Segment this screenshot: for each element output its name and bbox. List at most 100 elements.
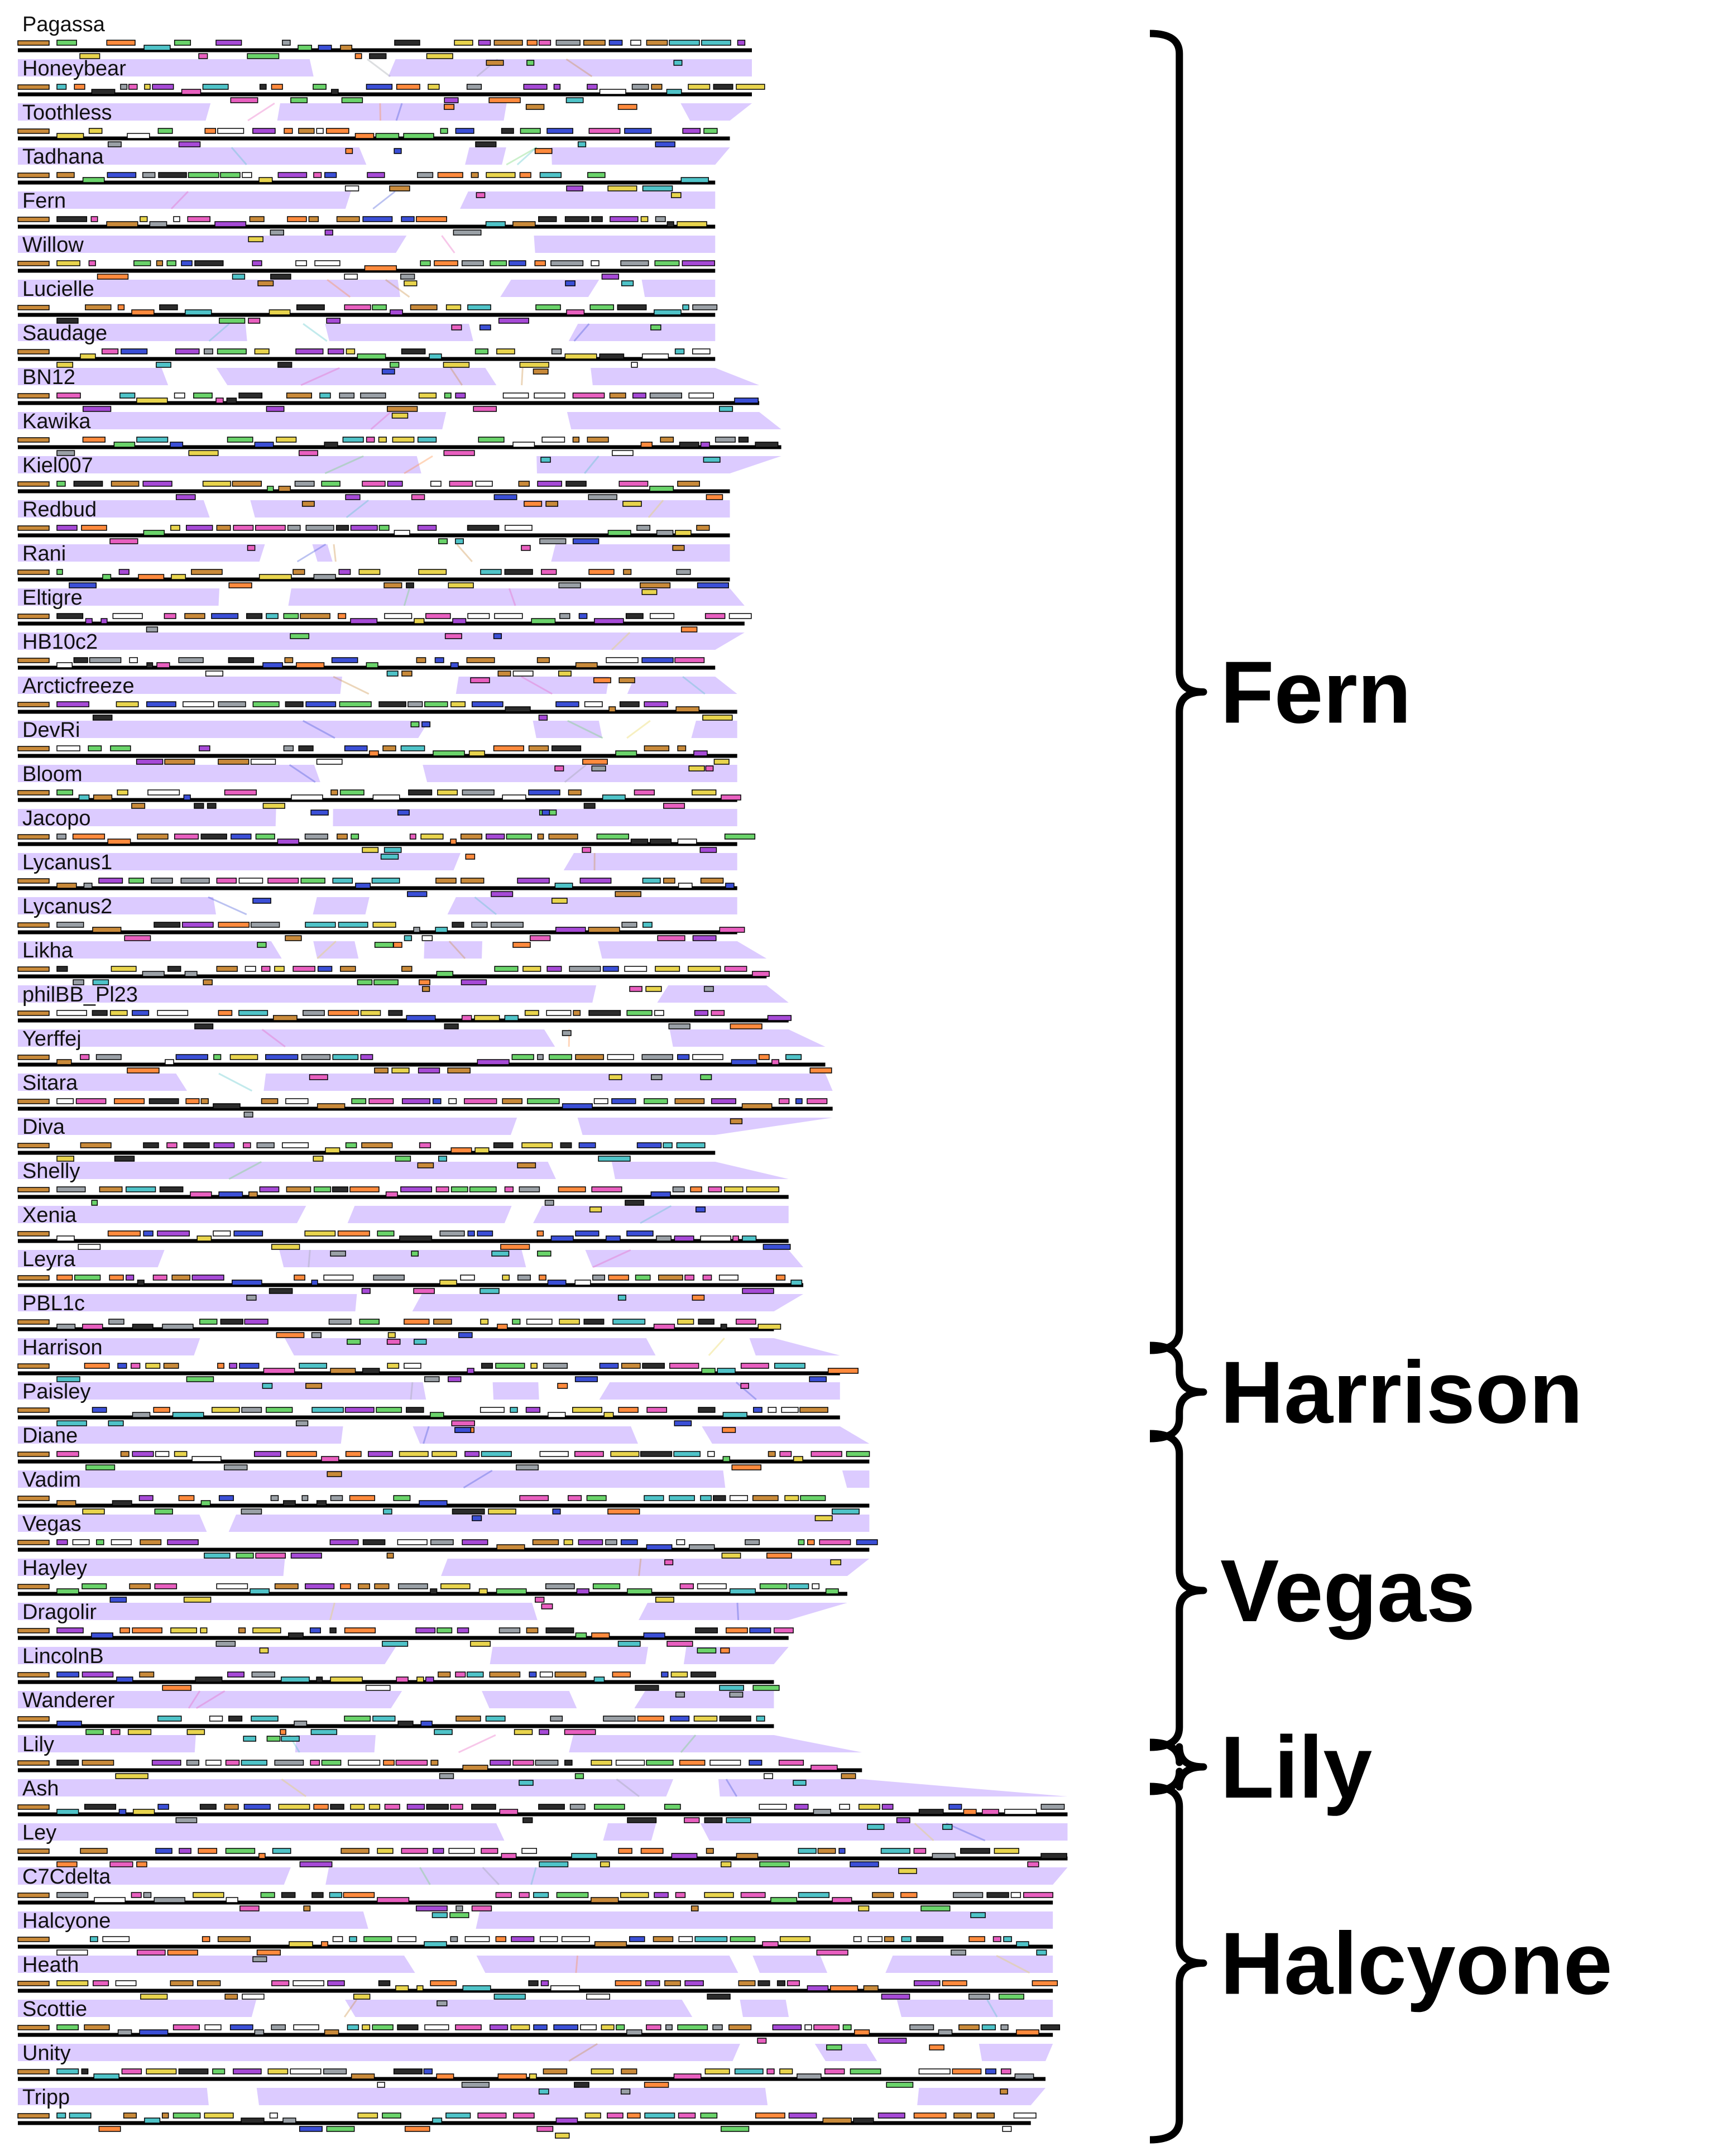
gene-box [467,525,500,531]
gene-marker [17,437,50,443]
gene-box [246,613,263,619]
gene-box [217,128,244,134]
gene-box [853,1936,862,1942]
similarity-band [627,677,737,694]
gene-box [551,898,568,904]
gene-box [736,1319,756,1325]
gene-box [56,1671,79,1678]
gene-box [501,128,514,134]
gene-box [654,1892,669,1898]
gene-box [618,677,635,683]
similarity-link [300,367,340,386]
genome-label: Xenia [22,1204,77,1227]
gene-box [316,759,343,765]
gene-box [1003,1936,1012,1942]
gene-box [684,1817,700,1823]
gene-box [607,1054,634,1060]
gene-box [706,494,723,500]
gene-box [313,574,336,580]
gene-box [56,2112,66,2119]
gene-box [107,1230,141,1237]
gene-box [423,2068,433,2074]
gene-box [450,1936,458,1942]
gene-box [391,413,409,419]
similarity-link [611,631,631,651]
gene-box [289,1941,313,1947]
gene-box [641,1054,673,1060]
gene-box [271,2024,286,2030]
gene-box [325,128,349,134]
gene-box [587,172,606,178]
gene-marker [17,393,50,399]
gene-box [387,1363,400,1369]
gene-box [992,1936,1001,1942]
gene-box [157,1230,190,1237]
similarity-link [449,367,463,386]
gene-box [387,481,403,487]
cluster-label: Harrison [1220,1344,1583,1442]
gene-box [406,582,414,588]
gene-box [166,260,176,266]
gene-box [798,1892,830,1898]
gene-box [436,971,454,977]
gene-box [913,1848,927,1854]
similarity-band [18,236,407,253]
gene-box [437,2000,448,2006]
gene-box [335,525,349,531]
gene-box [932,1853,956,1859]
similarity-band [657,985,789,1003]
gene-box [773,1627,794,1633]
gene-box [88,260,96,266]
gene-box [143,1892,152,1898]
similarity-link [170,190,189,210]
similarity-link [680,1735,697,1753]
gene-box [115,1773,148,1779]
gene-box [276,437,297,443]
gene-box [530,1363,538,1369]
gene-box [259,1647,269,1654]
gene-box [107,172,137,178]
gene-box [481,1848,498,1854]
gene-box [641,589,658,595]
gene-box [187,216,210,222]
gene-box [968,1994,990,2000]
gene-box [96,1539,104,1545]
gene-box [184,613,205,619]
cluster-label: Lily [1220,1718,1372,1817]
gene-marker [17,1981,50,1986]
gene-box [171,1275,191,1281]
gene-box [1010,1892,1021,1898]
gene-box [510,2024,530,2030]
gene-box [332,1186,348,1192]
gene-box [779,1098,790,1104]
gene-box [109,1010,128,1016]
genome-label: Hayley [22,1556,87,1580]
gene-box [258,574,292,580]
gene-box [270,229,284,236]
gene-box [330,1804,344,1810]
similarity-link [404,455,433,475]
gene-box [128,878,144,884]
gene-box [404,935,413,941]
gene-box [467,1671,484,1678]
gene-box [439,1280,457,1286]
gene-box [172,2024,200,2030]
gene-box [331,657,358,663]
genome-label: Jacopo [22,807,91,830]
gene-box [822,2117,852,2124]
gene-box [451,1420,475,1426]
gene-box [598,1156,631,1162]
gene-box [541,1603,553,1609]
gene-box [608,706,616,712]
gene-box [518,481,530,487]
gene-box [341,1848,370,1854]
gene-box [142,971,165,977]
gene-box [465,854,476,860]
gene-box [108,1319,124,1325]
gene-box [184,971,198,977]
gene-box [89,1936,98,1942]
gene-box [272,1848,291,1854]
gene-box [185,309,212,315]
gene-box [881,1994,910,2000]
gene-marker [17,2113,50,2119]
